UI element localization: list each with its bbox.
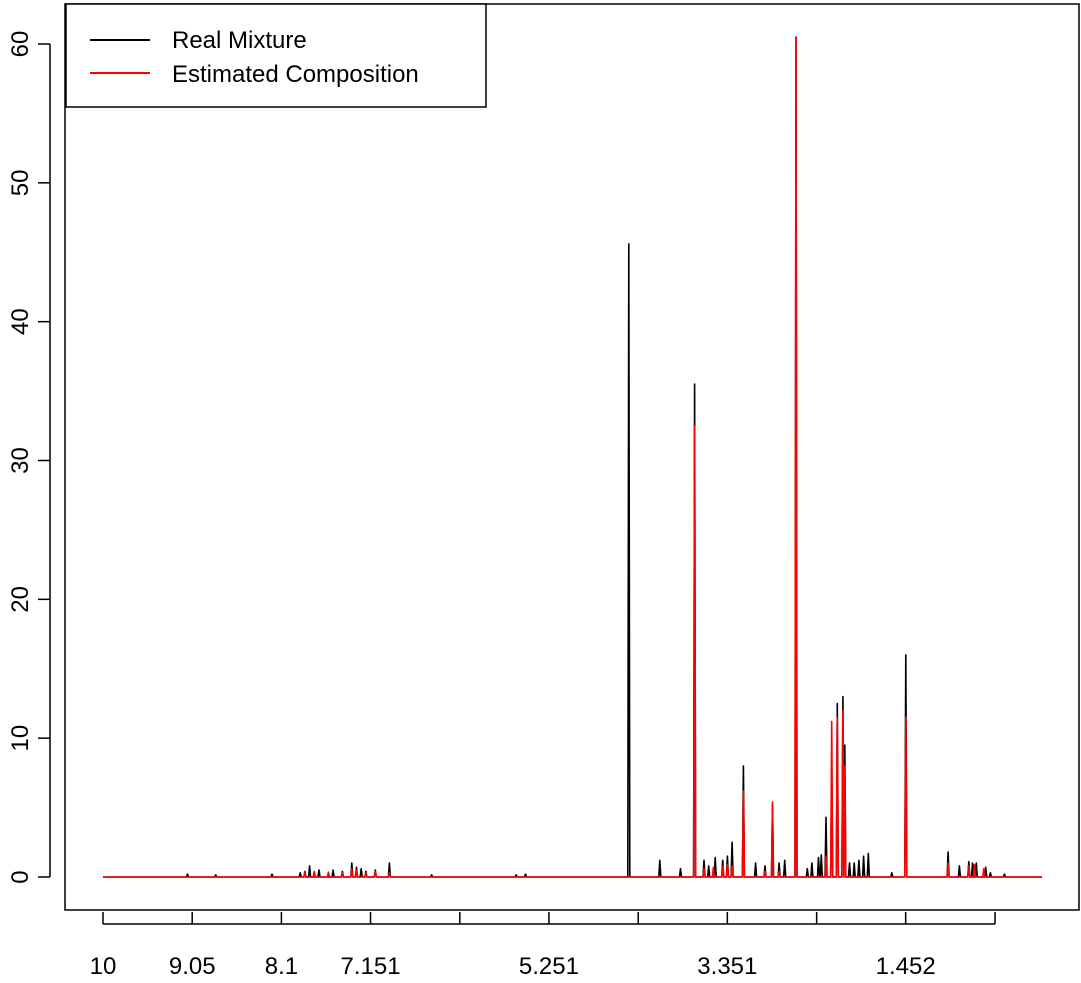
y-tick-label: 10 — [7, 725, 34, 752]
x-tick-label: 9.05 — [169, 953, 216, 980]
series-real-mixture-line — [103, 36, 1042, 878]
x-tick-label: 8.1 — [265, 953, 298, 980]
legend: Real Mixture Estimated Composition — [65, 3, 487, 108]
y-axis: 0 10 20 30 40 50 60 — [7, 31, 51, 884]
y-tick-label: 20 — [7, 586, 34, 613]
legend-label-estimated-composition: Estimated Composition — [172, 61, 419, 88]
legend-box — [65, 3, 487, 108]
x-axis: 10 9.05 8.1 7.151 5.251 3.351 1.452 — [90, 912, 996, 980]
y-tick-label: 30 — [7, 447, 34, 474]
y-tick-label: 40 — [7, 308, 34, 335]
series-estimated-composition-line — [103, 36, 1042, 878]
x-tick-label: 7.151 — [340, 953, 400, 980]
x-tick-label: 1.452 — [876, 953, 936, 980]
series-layer — [103, 36, 1042, 878]
plot-frame — [64, 3, 1080, 911]
x-tick-label: 5.251 — [519, 953, 579, 980]
legend-label-real-mixture: Real Mixture — [172, 27, 307, 54]
y-tick-label: 0 — [7, 870, 34, 883]
y-tick-label: 50 — [7, 169, 34, 196]
y-tick-label: 60 — [7, 31, 34, 58]
x-tick-label: 10 — [90, 953, 117, 980]
x-tick-label: 3.351 — [697, 953, 757, 980]
